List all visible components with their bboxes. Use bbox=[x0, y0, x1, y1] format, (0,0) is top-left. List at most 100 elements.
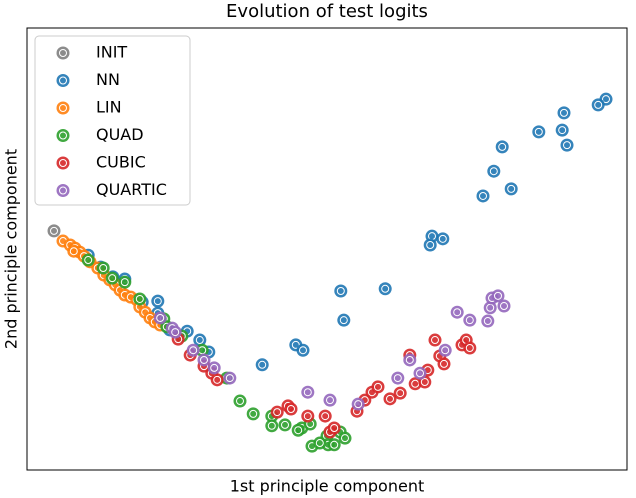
point bbox=[504, 182, 518, 196]
marker-ring bbox=[534, 127, 543, 136]
marker-ring bbox=[84, 256, 93, 265]
point bbox=[207, 361, 221, 375]
marker-ring bbox=[108, 274, 117, 283]
marker-ring bbox=[354, 400, 363, 409]
marker-ring bbox=[507, 184, 516, 193]
marker-ring bbox=[225, 374, 234, 383]
point bbox=[476, 189, 490, 203]
marker-ring bbox=[321, 412, 330, 421]
marker-ring bbox=[273, 408, 282, 417]
marker-ring bbox=[189, 346, 198, 355]
marker-ring bbox=[59, 49, 67, 57]
marker-ring bbox=[426, 241, 435, 250]
marker-ring bbox=[330, 440, 339, 449]
marker-ring bbox=[210, 363, 219, 372]
point bbox=[197, 353, 211, 367]
point bbox=[495, 140, 509, 154]
marker-ring bbox=[336, 286, 345, 295]
marker-ring bbox=[59, 104, 67, 112]
chart-title: Evolution of test logits bbox=[226, 1, 428, 22]
marker-ring bbox=[299, 346, 307, 355]
point bbox=[210, 373, 224, 387]
point bbox=[284, 402, 298, 416]
point bbox=[96, 261, 110, 275]
legend-marker bbox=[56, 156, 70, 170]
legend-marker bbox=[56, 74, 70, 87]
point bbox=[313, 436, 327, 450]
marker-ring bbox=[381, 284, 390, 293]
marker-ring bbox=[171, 328, 180, 337]
point bbox=[436, 232, 450, 246]
marker-ring bbox=[374, 382, 382, 391]
marker-ring bbox=[393, 374, 402, 383]
point bbox=[423, 238, 437, 252]
point bbox=[555, 123, 569, 137]
legend-label: QUARTIC bbox=[96, 180, 167, 199]
point bbox=[463, 341, 477, 355]
marker-ring bbox=[195, 336, 204, 345]
point bbox=[491, 289, 505, 303]
marker-ring bbox=[59, 186, 67, 195]
marker-ring bbox=[453, 308, 462, 317]
marker-ring bbox=[431, 336, 439, 345]
marker-ring bbox=[594, 100, 603, 109]
point bbox=[391, 371, 405, 385]
marker-ring bbox=[330, 424, 339, 433]
point bbox=[270, 405, 284, 419]
marker-ring bbox=[440, 359, 448, 368]
marker-ring bbox=[602, 95, 610, 104]
marker-ring bbox=[441, 346, 450, 355]
legend: INIT NN LIN QUAD CUBIC QUARTIC bbox=[34, 35, 191, 206]
point bbox=[334, 284, 348, 298]
point bbox=[532, 125, 546, 139]
point bbox=[67, 244, 81, 258]
marker-ring bbox=[303, 412, 312, 421]
point bbox=[193, 333, 207, 347]
marker-ring bbox=[558, 126, 567, 135]
legend-box bbox=[34, 35, 191, 206]
marker-ring bbox=[120, 278, 129, 287]
marker-ring bbox=[315, 439, 324, 448]
legend-label: INIT bbox=[96, 43, 127, 62]
point bbox=[168, 325, 182, 339]
point bbox=[378, 282, 392, 296]
marker-ring bbox=[59, 131, 67, 140]
point bbox=[428, 333, 442, 347]
marker-ring bbox=[386, 394, 394, 403]
point bbox=[233, 394, 247, 408]
marker-ring bbox=[258, 360, 267, 369]
marker-ring bbox=[59, 76, 67, 85]
point bbox=[195, 343, 209, 357]
point bbox=[105, 271, 119, 285]
marker-ring bbox=[236, 397, 244, 406]
marker-ring bbox=[99, 264, 108, 273]
point bbox=[327, 421, 341, 435]
marker-ring bbox=[339, 316, 348, 325]
point bbox=[413, 366, 427, 380]
marker-ring bbox=[560, 108, 568, 117]
plot-frame bbox=[26, 27, 628, 471]
point bbox=[383, 392, 397, 406]
legend-label: CUBIC bbox=[96, 153, 146, 172]
point bbox=[81, 253, 95, 267]
point bbox=[337, 313, 351, 327]
point bbox=[371, 380, 385, 394]
point bbox=[301, 385, 315, 399]
point bbox=[186, 343, 200, 357]
point bbox=[403, 353, 417, 367]
marker-ring bbox=[303, 388, 312, 397]
point bbox=[450, 305, 464, 319]
point bbox=[557, 106, 571, 120]
y-axis-label: 2nd principle component bbox=[2, 149, 21, 349]
point bbox=[487, 164, 501, 178]
legend-label: QUAD bbox=[96, 125, 144, 144]
point bbox=[47, 224, 61, 238]
point bbox=[497, 299, 511, 313]
marker-ring bbox=[249, 409, 258, 418]
marker-ring bbox=[50, 226, 58, 235]
marker-ring bbox=[416, 369, 424, 378]
legend-marker bbox=[56, 46, 70, 60]
marker-ring bbox=[326, 396, 334, 405]
marker-ring bbox=[438, 234, 447, 243]
marker-ring bbox=[59, 159, 67, 167]
